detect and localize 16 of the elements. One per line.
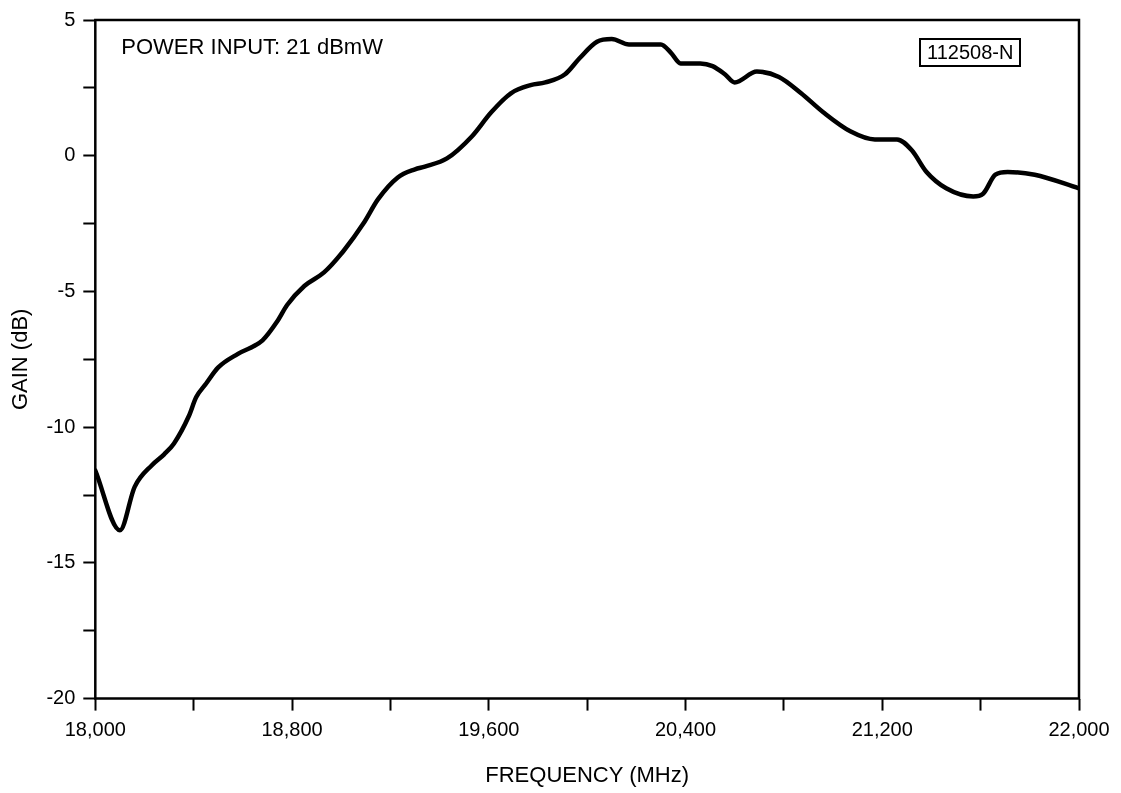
x-tick-label: 20,400 xyxy=(654,718,717,741)
y-tick-label: 5 xyxy=(64,7,76,30)
x-tick-label: 22,000 xyxy=(1048,718,1110,741)
x-tick-label: 18,800 xyxy=(261,718,323,741)
x-tick-label: 19,600 xyxy=(458,718,520,741)
y-tick-label: -10 xyxy=(46,414,76,437)
x-tick-label: 21,200 xyxy=(851,718,913,741)
y-tick-label: -15 xyxy=(46,550,76,573)
annotation: 112508-N xyxy=(919,38,1022,67)
y-tick-label: -20 xyxy=(46,686,76,709)
y-tick-label: 0 xyxy=(64,143,76,166)
x-axis-title: FREQUENCY (MHz) xyxy=(485,761,690,787)
y-axis-title: GAIN (dB) xyxy=(7,308,33,411)
y-tick-label: -5 xyxy=(57,278,76,301)
annotation: POWER INPUT: 21 dBmW xyxy=(121,34,383,60)
x-tick-label: 18,000 xyxy=(64,718,126,741)
